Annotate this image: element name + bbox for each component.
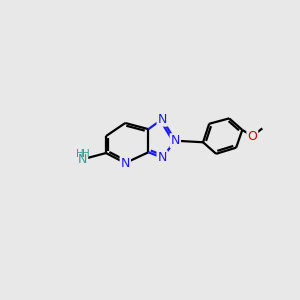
Text: N: N [158, 151, 167, 164]
Text: H: H [76, 149, 84, 159]
Text: N: N [121, 157, 130, 169]
Text: N: N [78, 153, 88, 166]
Text: N: N [171, 134, 180, 147]
Text: H: H [82, 149, 90, 159]
Text: N: N [158, 113, 167, 126]
Text: O: O [248, 130, 257, 142]
